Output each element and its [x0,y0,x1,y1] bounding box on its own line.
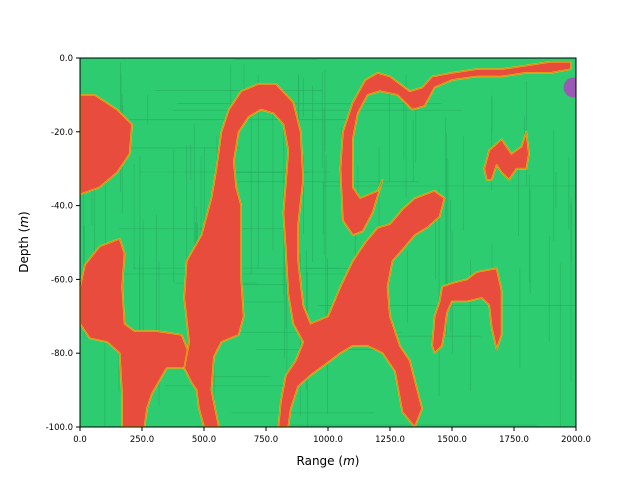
y-axis-label-unit-close: ) [17,211,31,216]
y-tick-label: -100.0 [46,423,73,433]
y-tick-label: 0.0 [59,54,73,64]
x-tick-label: 0.0 [73,435,87,445]
x-tick-label: 1500.0 [437,435,467,445]
x-tick-label: 1000.0 [313,435,343,445]
y-axis: 0.0 -20.0 -40.0 -60.0 -80.0 -100.0 [46,54,80,433]
channel-regions [80,60,572,427]
x-axis: 0.0 250.0 500.0 750.0 1000.0 1250.0 1500.0 1750… [73,427,591,445]
channel-region-outline-right-upper-cells [483,131,530,181]
x-tick-label: 750.0 [254,435,278,445]
x-tick-label: 500.0 [192,435,216,445]
marker-layer [563,77,576,98]
x-tick-label: 1250.0 [375,435,405,445]
y-tick-label: -40.0 [51,202,73,212]
x-axis-label-unit-open: ( [338,454,343,468]
channel-region-outline-upper-arch [340,61,572,236]
x-axis-label-text: Range [297,454,335,468]
x-axis-label: Range (m) [297,454,360,468]
channel-region-outline-central-column [183,83,445,427]
x-axis-label-unit: m [343,454,355,468]
y-axis-label-unit-open: ( [17,228,31,233]
source-marker [563,77,576,98]
y-tick-label: -60.0 [51,275,73,285]
y-axis-label: Depth (m) [17,211,31,272]
channel-region-outline-right-lower-loop [431,267,502,354]
channel-region-outline-left-lens [80,94,133,195]
y-axis-label-unit: m [17,216,31,228]
x-tick-label: 250.0 [130,435,154,445]
y-axis-label-text: Depth [17,236,31,273]
x-tick-label: 1750.0 [499,435,529,445]
x-tick-label: 2000.0 [561,435,591,445]
y-tick-label: -20.0 [51,128,73,138]
y-tick-label: -80.0 [51,349,73,359]
x-axis-label-unit-close: ) [355,454,360,468]
